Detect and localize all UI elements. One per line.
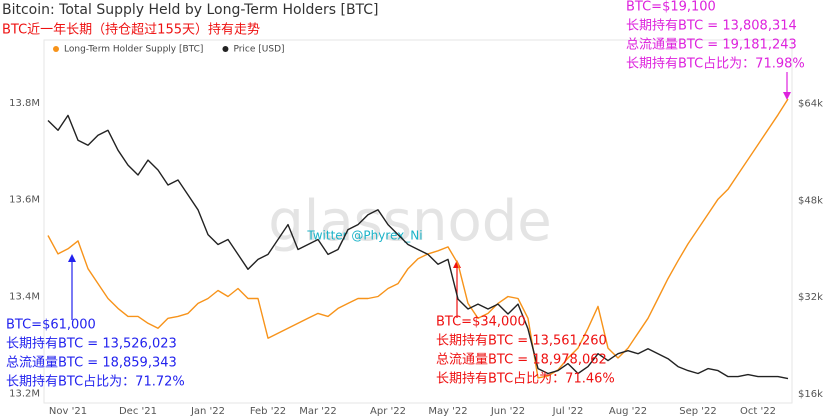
arrows — [68, 72, 791, 320]
series-line — [47, 98, 789, 379]
x-tick-label: May '22 — [428, 406, 467, 417]
annotation-line: 长期持有BTC占比为：71.72% — [6, 375, 185, 390]
y-tick-label: 13.6M — [9, 195, 40, 206]
arrow-head — [783, 92, 791, 100]
x-tick-label: Mar '22 — [299, 406, 337, 417]
y2-tick-label: $48k — [798, 195, 823, 206]
chart-subtitle: BTC近一年长期（持仓超过155天）持有走势 — [2, 22, 260, 38]
x-tick-label: Feb '22 — [250, 406, 286, 417]
x-tick-label: Sep '22 — [679, 406, 717, 417]
y-tick-label: 13.4M — [9, 292, 40, 303]
x-tick-label: Apr '22 — [370, 406, 406, 417]
y-tick-label: 13.2M — [9, 388, 40, 399]
x-tick-label: Nov '21 — [49, 406, 87, 417]
legend-label: Price [USD] — [233, 45, 284, 55]
annotation-line: BTC=$19,100 — [626, 0, 716, 15]
legend-swatch — [53, 46, 59, 52]
x-tick-label: Aug '22 — [609, 406, 647, 417]
series-line — [47, 114, 789, 380]
x-tick-label: Jul '22 — [552, 406, 584, 417]
annotation-line: 总流通量BTC = 19,181,243 — [626, 38, 797, 53]
x-tick-label: Oct '22 — [740, 406, 776, 417]
annotation-line: 总流通量BTC = 18,859,343 — [6, 356, 177, 371]
x-tick-label: Jun '22 — [490, 406, 525, 417]
legend-label: Long-Term Holder Supply [BTC] — [64, 45, 203, 55]
plot-frame — [43, 39, 793, 404]
x-tick-label: Dec '21 — [119, 406, 157, 417]
annotation-line: BTC=$61,000 — [6, 318, 96, 333]
y2-tick-label: $32k — [798, 292, 823, 303]
legend-swatch — [222, 46, 229, 52]
annotation-line: 总流通量BTC = 18,978,062 — [436, 353, 607, 368]
chart-title: Bitcoin: Total Supply Held by Long-Term … — [2, 2, 379, 18]
annotation-line: 长期持有BTC = 13,808,314 — [626, 19, 797, 34]
annotation-line: BTC=$34,000 — [436, 315, 526, 330]
watermark: glassnode — [268, 189, 552, 254]
x-tick-label: Jan '22 — [190, 406, 225, 417]
y2-tick-label: $64k — [798, 99, 823, 110]
y2-tick-label: $16k — [798, 389, 823, 400]
y-tick-label: 13.8M — [9, 98, 40, 109]
arrow-head — [68, 254, 76, 262]
credit: Twitter @Phyrex_Ni — [306, 229, 422, 243]
annotation-line: 长期持有BTC = 13,526,023 — [6, 337, 177, 352]
annotation-line: 长期持有BTC占比为：71.98% — [626, 57, 805, 72]
annotation-line: 长期持有BTC = 13,561,260 — [436, 334, 607, 349]
annotation-line: 长期持有BTC占比为：71.46% — [436, 372, 615, 387]
